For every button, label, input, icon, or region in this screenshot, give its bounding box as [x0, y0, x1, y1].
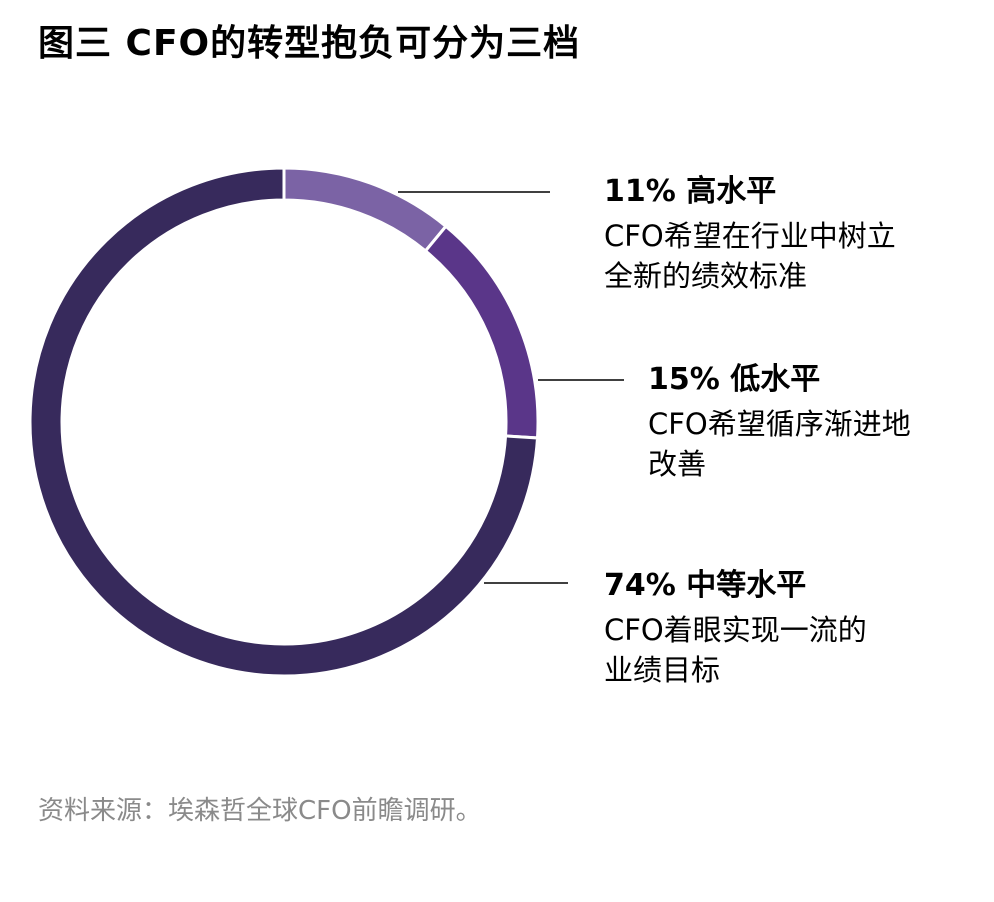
label-mid-desc-line2: 业绩目标 [604, 653, 721, 687]
chart-title: 图三 CFO的转型抱负可分为三档 [38, 23, 581, 64]
label-mid-head: 74% 中等水平 [604, 568, 807, 603]
slice-high [282, 166, 449, 254]
label-high-head: 11% 高水平 [604, 174, 777, 209]
label-low-desc-line2: 改善 [648, 447, 707, 481]
label-high: 11% 高水平 CFO希望在行业中树立 全新的绩效标准 [604, 174, 896, 296]
label-low-head: 15% 低水平 [648, 362, 821, 397]
label-low: 15% 低水平 CFO希望循序渐进地 改善 [648, 362, 911, 484]
label-mid-desc: CFO着眼实现一流的 业绩目标 [604, 610, 867, 690]
label-mid: 74% 中等水平 CFO着眼实现一流的 业绩目标 [604, 568, 867, 690]
source-note: 资料来源：埃森哲全球CFO前瞻调研。 [38, 796, 482, 826]
label-low-desc: CFO希望循序渐进地 改善 [648, 404, 911, 484]
label-high-desc: CFO希望在行业中树立 全新的绩效标准 [604, 216, 896, 296]
label-high-desc-line1: CFO希望在行业中树立 [604, 219, 896, 253]
slice-low [423, 224, 540, 440]
label-high-desc-line2: 全新的绩效标准 [604, 259, 808, 293]
label-mid-desc-line1: CFO着眼实现一流的 [604, 613, 867, 647]
label-low-desc-line1: CFO希望循序渐进地 [648, 407, 911, 441]
slice-mid [28, 166, 540, 678]
